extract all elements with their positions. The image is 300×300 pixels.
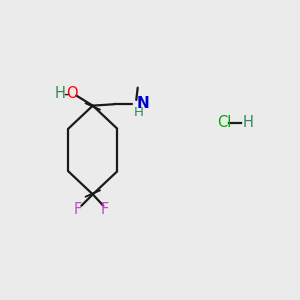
Text: O: O [66,86,78,101]
Text: -: - [63,85,69,103]
Text: F: F [101,202,109,217]
Text: H: H [134,106,144,119]
Text: F: F [74,202,82,217]
Text: H: H [55,86,66,101]
Text: H: H [243,115,254,130]
Text: Cl: Cl [217,115,232,130]
Text: N: N [136,96,149,111]
